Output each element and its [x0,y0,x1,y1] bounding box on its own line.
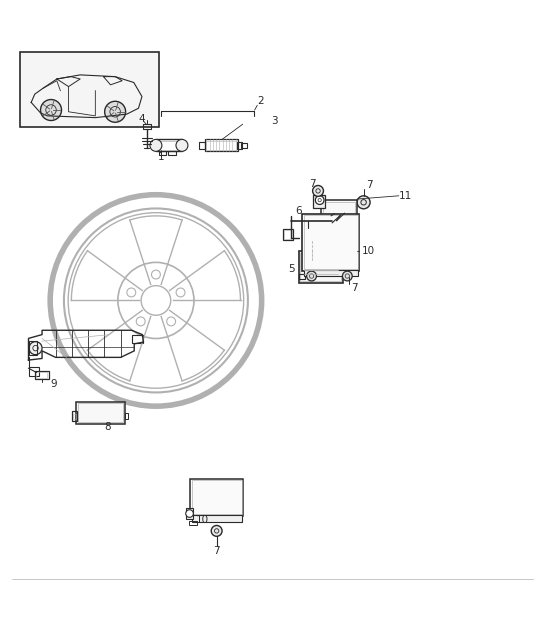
Text: 7: 7 [213,546,220,556]
Bar [313,247,325,261]
Circle shape [150,139,162,151]
Bar [240,143,247,148]
Bar [76,402,125,423]
Circle shape [186,510,193,517]
Text: 7: 7 [309,179,316,189]
Bar [199,141,205,149]
Circle shape [344,266,355,277]
Circle shape [316,250,324,259]
Text: 7: 7 [352,283,358,293]
Bar [302,214,359,271]
Bar [313,195,325,208]
Bar [328,217,337,224]
Bar [192,480,241,514]
Circle shape [40,99,62,121]
Text: 5: 5 [288,264,295,274]
Circle shape [211,526,222,536]
Bar [192,514,241,522]
Bar [190,479,243,516]
Circle shape [357,196,370,208]
Bar [168,151,176,155]
Text: 8: 8 [104,422,111,432]
Text: 1: 1 [158,152,165,162]
Bar [283,229,293,241]
Text: 9: 9 [50,379,57,389]
Bar [28,367,39,376]
Bar [131,335,143,344]
Text: 4: 4 [138,114,144,124]
Bar [299,274,305,279]
Text: 10: 10 [362,246,375,256]
Bar [35,371,49,379]
Bar [186,508,193,519]
Text: 10: 10 [196,515,209,525]
Bar [284,230,292,239]
Text: 6: 6 [295,206,302,216]
Circle shape [316,196,324,205]
Text: 2: 2 [257,97,264,107]
Bar [304,215,358,269]
Text: 3: 3 [271,116,277,126]
Bar [237,141,241,149]
Bar [158,141,180,149]
Bar [207,141,237,149]
Bar [73,414,76,420]
Bar [20,52,159,127]
Bar [299,251,343,283]
Bar [205,139,238,151]
Bar [300,252,341,281]
Bar [125,413,128,420]
Circle shape [313,185,324,197]
Bar [304,225,312,230]
Bar [28,341,37,355]
Text: 11: 11 [399,191,412,201]
Bar [159,151,166,155]
Text: 7: 7 [366,180,372,190]
Circle shape [307,271,317,281]
Bar [156,139,182,151]
Bar [143,124,151,129]
Circle shape [105,101,126,122]
Circle shape [342,271,352,281]
Bar [323,202,355,247]
Bar [189,521,197,526]
Bar [304,269,358,276]
Bar [322,200,356,249]
Bar [72,411,77,421]
Circle shape [29,342,42,355]
Bar [78,403,123,422]
Bar [326,216,338,225]
Bar [36,372,47,378]
Circle shape [176,139,188,151]
